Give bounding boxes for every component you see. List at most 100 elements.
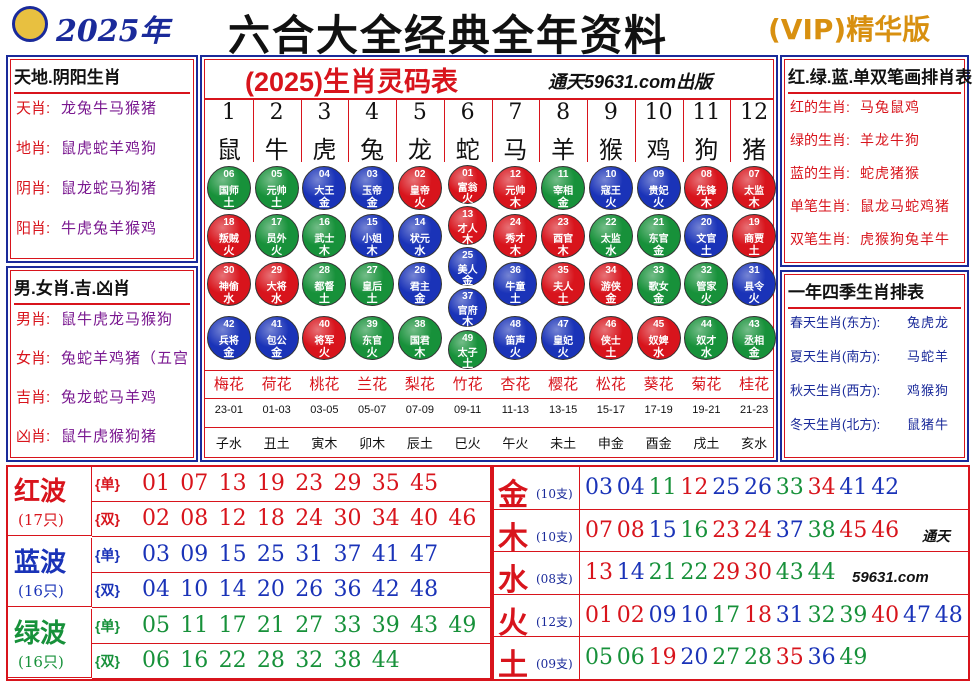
- ball-element: 土: [462, 358, 474, 371]
- flower: 松花: [595, 376, 626, 393]
- ball-element: 火: [271, 245, 283, 258]
- ball-number: 21: [653, 216, 665, 228]
- ball: 15 小姐木: [350, 214, 395, 258]
- element-number: 26: [744, 475, 772, 500]
- branch: 戌土: [693, 436, 720, 451]
- ball-number: 30: [223, 264, 235, 276]
- ball-element: 土: [366, 293, 378, 306]
- ball: 17 员外火: [254, 214, 299, 258]
- col-index: 2: [269, 100, 284, 125]
- col-index: 11: [692, 100, 721, 125]
- ball-number: 39: [366, 318, 378, 330]
- wave-row: [92, 538, 490, 573]
- wave-number: 43: [410, 613, 439, 638]
- ball-name: 皇后: [362, 281, 383, 293]
- wave-number: 33: [333, 613, 362, 638]
- grid-line: [205, 398, 773, 399]
- element-number: 29: [712, 560, 741, 586]
- wave-number: 14: [218, 577, 247, 602]
- element-number: 05: [585, 645, 613, 671]
- wave-count: (16只): [18, 582, 64, 600]
- ball-number: 47: [557, 318, 569, 330]
- wave-number: 08: [180, 506, 209, 531]
- ball: 03 玉帝金: [350, 166, 395, 210]
- wave-number: 40: [410, 506, 439, 531]
- ball-number: 11: [557, 168, 569, 180]
- hours: 11-13: [501, 404, 530, 416]
- ball-number: 06: [223, 168, 235, 180]
- ball: 24 秀才木: [493, 214, 538, 258]
- wave-number: 25: [256, 542, 285, 567]
- ball-name: 贵妃: [648, 185, 669, 197]
- ball-number: 18: [223, 216, 235, 228]
- ball: 42 兵将金: [206, 316, 251, 360]
- panel: [780, 270, 969, 462]
- col-zodiac: 兔: [360, 137, 385, 164]
- ball-name: 元帅: [505, 185, 526, 197]
- ball: 48 笛声火: [493, 316, 538, 360]
- ball-element: 火: [509, 347, 521, 360]
- ball-name: 奴才: [696, 335, 717, 347]
- ball-name: 元帅: [266, 185, 287, 197]
- branch: 申金: [597, 436, 624, 451]
- ball-name: 皇帝: [409, 185, 430, 197]
- wave-number: 34: [371, 506, 400, 531]
- wave-label: {双}: [95, 653, 120, 669]
- ball: 33 歌女金: [636, 262, 681, 306]
- ball-number: 13: [462, 208, 474, 220]
- ball-name: 夫人: [553, 281, 574, 293]
- ball-element: 火: [748, 293, 760, 306]
- wave-row: [92, 467, 490, 502]
- element-name: 木: [498, 521, 528, 555]
- element-number: 02: [616, 602, 645, 628]
- ball-number: 25: [462, 249, 474, 261]
- wave-count: (17只): [18, 511, 64, 529]
- grid-line: [491, 100, 493, 162]
- grid-line: [539, 100, 541, 162]
- ball-number: 34: [605, 264, 617, 276]
- ball: 37 官府木: [448, 288, 488, 328]
- wave-count: (16只): [18, 653, 64, 671]
- grid-line: [587, 100, 588, 162]
- ball-element: 木: [700, 197, 712, 210]
- ball-name: 君主: [409, 281, 430, 293]
- ball-element: 土: [318, 293, 330, 306]
- ball-name: 神偷: [218, 281, 239, 293]
- flower: 竹花: [452, 376, 483, 393]
- ball-element: 金: [605, 293, 617, 306]
- ball-name: 包公: [266, 335, 287, 347]
- element-number: 39: [839, 602, 868, 628]
- wave-row: [92, 573, 490, 608]
- ball-number: 08: [700, 168, 712, 180]
- ball-name: 美人: [457, 264, 478, 276]
- ball-number: 32: [700, 264, 712, 276]
- col-zodiac: 马: [503, 137, 528, 164]
- row-label: 天肖:: [16, 100, 51, 117]
- ball-number: 31: [748, 264, 760, 276]
- grid-line: [205, 98, 773, 100]
- ball: 04 大王金: [302, 166, 347, 210]
- element-number: 21: [648, 560, 677, 586]
- element-number: 22: [680, 560, 709, 586]
- ball-name: 叛贼: [218, 233, 239, 245]
- ball: 36 牛童土: [493, 262, 538, 306]
- element-cell: [494, 594, 580, 638]
- element-number: 42: [871, 475, 900, 500]
- hours: 15-17: [596, 404, 625, 416]
- flower: 梨花: [404, 376, 435, 393]
- col-zodiac: 龙: [407, 137, 432, 164]
- ball-name: 员外: [266, 233, 287, 245]
- ball-element: 土: [271, 197, 283, 210]
- wave-number: 02: [142, 506, 170, 531]
- hours: 03-05: [310, 404, 339, 416]
- element-row: [580, 637, 968, 680]
- flower: 葵花: [643, 376, 674, 393]
- wave-number: 06: [142, 648, 170, 673]
- ball-number: 36: [509, 264, 521, 276]
- ball-element: 金: [318, 197, 330, 210]
- ball: 41 包公金: [254, 316, 299, 360]
- element-number: 35: [775, 645, 804, 671]
- col-zodiac: 猪: [742, 137, 767, 164]
- row-label: 地肖:: [16, 140, 51, 157]
- branch: 巳火: [454, 436, 481, 451]
